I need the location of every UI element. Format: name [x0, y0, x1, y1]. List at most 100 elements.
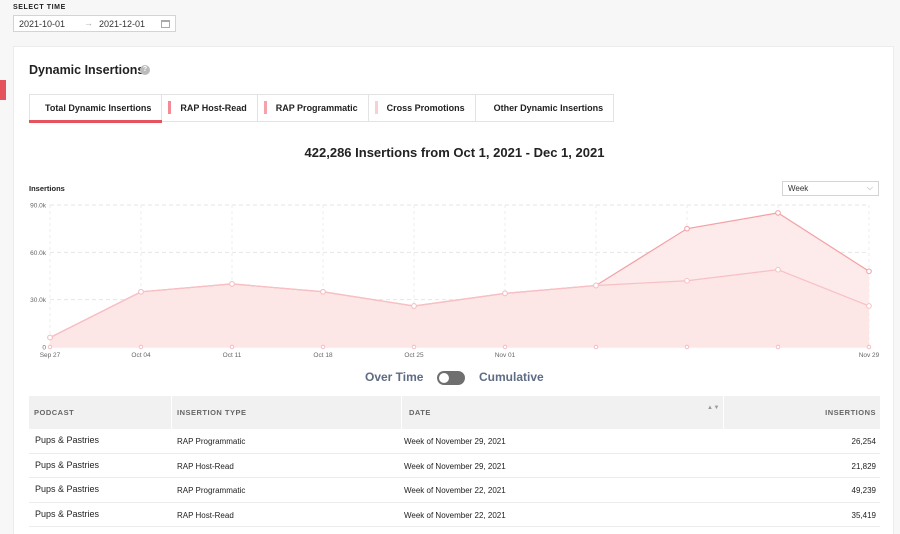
cell-podcast: Pups & Pastries: [35, 484, 100, 494]
baseline-point: [775, 344, 781, 350]
help-icon[interactable]: ?: [140, 65, 150, 75]
baseline-point: [684, 344, 690, 350]
data-point: [502, 290, 508, 297]
cell-date: Week of November 22, 2021: [404, 510, 506, 520]
x-tick-label: Oct 11: [223, 352, 242, 359]
select-time-label: SELECT TIME: [13, 4, 66, 11]
chevron-down-icon: ⌵: [866, 183, 873, 192]
tab-label: Total Dynamic Insertions: [45, 103, 152, 113]
end-date-input[interactable]: 2021-12-01: [99, 19, 146, 29]
x-tick-label: Nov 01: [495, 352, 516, 359]
date-range-picker[interactable]: 2021-10-01 → 2021-12-01: [13, 15, 176, 32]
header-date[interactable]: DATE: [409, 408, 431, 417]
tab-rap-host-read[interactable]: RAP Host-Read: [162, 95, 258, 121]
period-select[interactable]: Week ⌵: [782, 181, 879, 196]
data-point: [229, 281, 235, 287]
data-point: [866, 303, 872, 309]
header-insertions[interactable]: INSERTIONS: [825, 408, 876, 417]
baseline-point: [593, 344, 599, 350]
series-line: [49, 269, 870, 339]
tab-label: Cross Promotions: [386, 103, 465, 113]
insertions-headline: 422,286 Insertions from Oct 1, 2021 - De…: [304, 145, 605, 160]
cell-podcast: Pups & Pastries: [35, 508, 100, 519]
y-tick-label: 90.0k: [30, 203, 47, 210]
cell-insertions: 35,419: [851, 510, 876, 520]
table-row[interactable]: Pups & Pastries RAP Programmatic Week of…: [29, 478, 880, 503]
baseline-point: [502, 344, 508, 350]
color-swatch: [263, 101, 267, 114]
cell-insertion-type: RAP Host-Read: [177, 461, 234, 471]
cell-podcast: Pups & Pastries: [35, 459, 100, 470]
x-tick-label: Sep 27: [40, 352, 61, 359]
baseline-point: [229, 344, 235, 350]
column-divider: [401, 396, 402, 429]
table-row[interactable]: Pups & Pastries RAP Programmatic Week of…: [29, 429, 880, 454]
table-header: PODCAST INSERTION TYPE DATE ▲▼ INSERTION…: [29, 396, 880, 429]
arrow-right-icon: →: [84, 18, 93, 28]
cumulative-label[interactable]: Cumulative: [479, 370, 544, 384]
tab-label: RAP Programmatic: [275, 103, 358, 113]
data-point: [684, 277, 690, 284]
cell-date: Week of November 29, 2021: [404, 461, 506, 471]
color-swatch: [168, 101, 172, 114]
x-tick-label: Oct 04: [131, 352, 151, 359]
sort-icon[interactable]: ▲▼: [707, 405, 720, 411]
data-point: [593, 282, 599, 289]
data-point: [47, 334, 53, 341]
baseline-point: [47, 344, 53, 350]
header-podcast[interactable]: PODCAST: [34, 408, 75, 417]
cell-insertion-type: RAP Host-Read: [177, 510, 234, 520]
dynamic-insertions-card: Dynamic Insertions ? Total Dynamic Inser…: [13, 46, 894, 534]
y-axis-label: Insertions: [29, 184, 65, 193]
column-divider: [171, 396, 172, 429]
baseline-point: [866, 344, 872, 350]
color-swatch: [374, 101, 378, 114]
tab-label: RAP Host-Read: [180, 103, 247, 113]
insertion-type-tabs: Total Dynamic Insertions RAP Host-Read R…: [28, 94, 615, 123]
insertions-table: PODCAST INSERTION TYPE DATE ▲▼ INSERTION…: [29, 396, 880, 527]
table-row[interactable]: Pups & Pastries RAP Host-Read Week of No…: [29, 503, 880, 527]
start-date-input[interactable]: 2021-10-01: [19, 19, 66, 29]
cell-insertion-type: RAP Programmatic: [177, 437, 246, 446]
data-point: [866, 268, 872, 275]
data-point: [138, 288, 144, 295]
tab-cross-promotions[interactable]: Cross Promotions: [368, 95, 476, 121]
period-select-value: Week: [788, 184, 809, 193]
cell-date: Week of November 29, 2021: [404, 437, 506, 446]
section-title: Dynamic Insertions: [29, 63, 145, 77]
over-time-label[interactable]: Over Time: [365, 370, 424, 384]
baseline-point: [411, 344, 417, 350]
cell-insertions: 49,239: [851, 486, 876, 495]
x-tick-label: Oct 25: [404, 352, 424, 359]
calendar-icon[interactable]: [161, 20, 170, 28]
series-area: [50, 269, 869, 347]
data-point: [411, 303, 417, 309]
tab-rap-programmatic[interactable]: RAP Programmatic: [257, 95, 369, 121]
x-tick-label: Nov 29: [859, 352, 880, 359]
data-point: [775, 210, 781, 216]
header-insertion-type[interactable]: INSERTION TYPE: [177, 408, 247, 417]
x-tick-label: Oct 18: [313, 352, 333, 359]
data-point: [320, 288, 326, 295]
tab-total-dynamic-insertions[interactable]: Total Dynamic Insertions: [28, 95, 163, 123]
toggle-knob: [439, 373, 449, 383]
view-toggle-row: Over Time Cumulative: [14, 369, 895, 387]
cell-date: Week of November 22, 2021: [404, 486, 506, 495]
baseline-point: [138, 344, 144, 350]
table-row[interactable]: Pups & Pastries RAP Host-Read Week of No…: [29, 454, 880, 478]
y-tick-label: 60.0k: [30, 250, 47, 257]
cell-insertions: 26,254: [851, 437, 876, 446]
cumulative-toggle[interactable]: [437, 371, 465, 385]
side-indicator: [0, 80, 6, 100]
data-point: [775, 266, 781, 273]
cell-podcast: Pups & Pastries: [35, 435, 100, 445]
y-tick-label: 30.0k: [30, 297, 47, 304]
data-point: [684, 225, 690, 232]
y-tick-label: 0: [42, 345, 46, 352]
cell-insertions: 21,829: [851, 461, 876, 471]
tab-other-dynamic-insertions[interactable]: Other Dynamic Insertions: [475, 95, 614, 121]
baseline-point: [320, 344, 326, 350]
column-divider: [723, 396, 724, 429]
cell-insertion-type: RAP Programmatic: [177, 486, 246, 495]
insertions-chart: 0 30.0k 60.0k 90.0k Sep 27 Oct 04 Oct 11 Oct 18…: [30, 203, 880, 360]
